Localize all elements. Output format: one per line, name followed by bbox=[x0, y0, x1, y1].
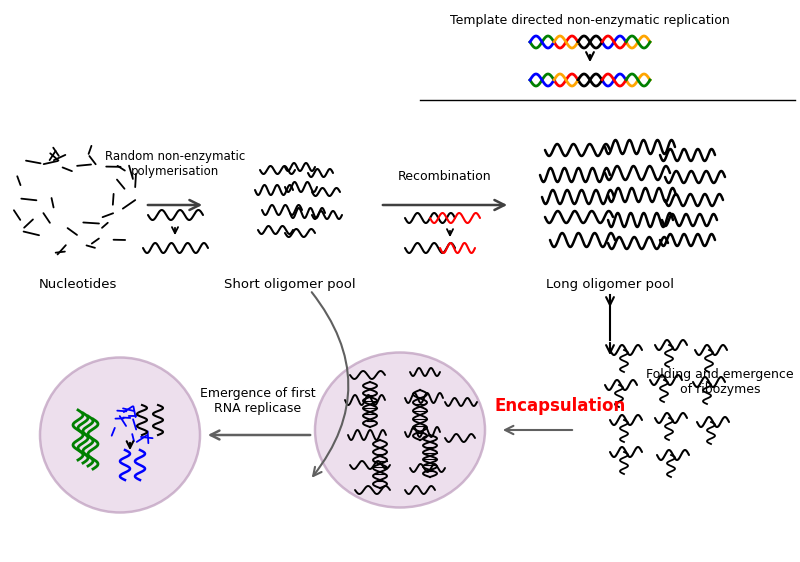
Text: Recombination: Recombination bbox=[398, 170, 492, 183]
Text: Emergence of first
RNA replicase: Emergence of first RNA replicase bbox=[200, 387, 316, 415]
Ellipse shape bbox=[315, 352, 485, 507]
Text: Encapsulation: Encapsulation bbox=[494, 397, 626, 415]
Text: Template directed non-enzymatic replication: Template directed non-enzymatic replicat… bbox=[450, 14, 730, 27]
Text: Folding and emergence
of ribozymes: Folding and emergence of ribozymes bbox=[646, 368, 794, 396]
Text: Long oligomer pool: Long oligomer pool bbox=[546, 278, 674, 291]
Text: Short oligomer pool: Short oligomer pool bbox=[224, 278, 356, 291]
Text: Nucleotides: Nucleotides bbox=[39, 278, 117, 291]
Text: Random non-enzymatic
polymerisation: Random non-enzymatic polymerisation bbox=[105, 150, 245, 178]
Ellipse shape bbox=[40, 357, 200, 513]
